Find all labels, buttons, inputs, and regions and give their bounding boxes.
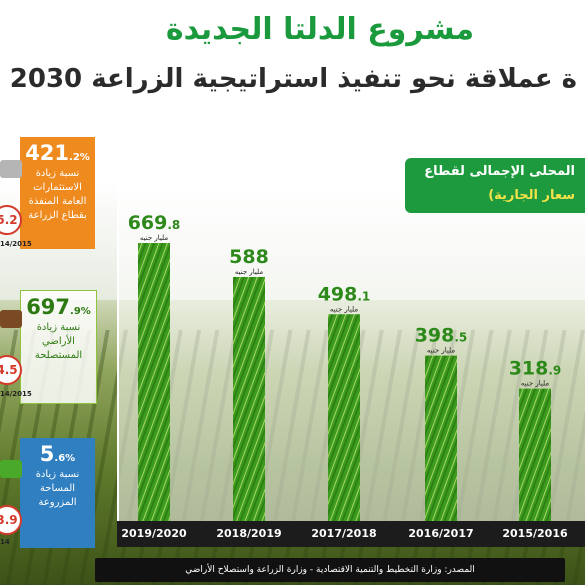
- crop-icon: [0, 460, 22, 478]
- side-card-cultivated-area: 5.6% نسبة زيادة المساحة المزروعة: [20, 438, 95, 548]
- side-year-cultivated-area: 14: [0, 538, 10, 546]
- unit-label: مليار جنيه: [427, 347, 455, 355]
- unit-label: مليار جنيه: [140, 234, 168, 242]
- side-card-label: نسبة زيادة الاستثمارات العامة المنفذة بق…: [28, 168, 87, 221]
- side-card-investments: 421.2% نسبة زيادة الاستثمارات العامة الم…: [20, 137, 95, 249]
- value-label-2015/2016: 318.9: [509, 358, 562, 380]
- bar-2018/2019: [233, 276, 265, 521]
- x-tick-label: 2015/2016: [502, 527, 568, 540]
- side-year-investments: 14/2015: [0, 240, 32, 248]
- page-title: مشروع الدلتا الجديدة: [165, 12, 475, 47]
- side-card-label: نسبة زيادة المساحة المزروعة: [35, 469, 80, 508]
- side-badge-reclaimed-land: 4.5: [0, 355, 22, 385]
- source-note: المصدر: وزارة التخطيط والتنمية الاقتصادي…: [95, 558, 565, 582]
- land-icon: [0, 310, 22, 328]
- value-label-2016/2017: 398.5: [415, 325, 468, 347]
- x-tick-label: 2019/2020: [121, 527, 187, 540]
- unit-label: مليار جنيه: [330, 305, 358, 313]
- value-label-2019/2020: 669.8: [128, 212, 181, 234]
- x-tick-label: 2017/2018: [311, 527, 377, 540]
- side-badge-cultivated-area: 3.9: [0, 505, 22, 535]
- side-card-label: نسبة زيادة الأراضي المستصلحة: [34, 322, 83, 361]
- bar-2016/2017: [425, 355, 457, 521]
- chart-title-line2: سعار الجارية): [488, 188, 575, 203]
- side-card-value: 421.2%: [25, 141, 90, 165]
- chart-title-line1: المحلى الإجمالى لقطاع: [424, 164, 575, 179]
- x-axis-bar: [117, 521, 585, 547]
- side-card-value: 697.9%: [26, 295, 91, 319]
- unit-label: مليار جنيه: [235, 268, 263, 276]
- unit-label: مليار جنيه: [521, 380, 549, 388]
- bar-2017/2018: [328, 314, 360, 521]
- x-tick-label: 2016/2017: [408, 527, 474, 540]
- side-badge-investments: 5.2: [0, 205, 22, 235]
- x-tick-label: 2018/2019: [216, 527, 282, 540]
- side-card-reclaimed-land: 697.9% نسبة زيادة الأراضي المستصلحة: [20, 290, 97, 404]
- value-label-2017/2018: 498.1: [318, 283, 371, 305]
- page-subtitle: ة عملاقة نحو تنفيذ استراتيجية الزراعة 20…: [9, 64, 577, 94]
- side-card-value: 5.6%: [39, 442, 76, 466]
- bar-2015/2016: [519, 388, 551, 521]
- money-icon: [0, 160, 22, 178]
- side-year-reclaimed-land: 14/2015: [0, 390, 32, 398]
- value-label-2018/2019: 588: [229, 246, 269, 268]
- chart-title-box: المحلى الإجمالى لقطاع سعار الجارية): [405, 158, 585, 213]
- bar-2019/2020: [138, 243, 170, 521]
